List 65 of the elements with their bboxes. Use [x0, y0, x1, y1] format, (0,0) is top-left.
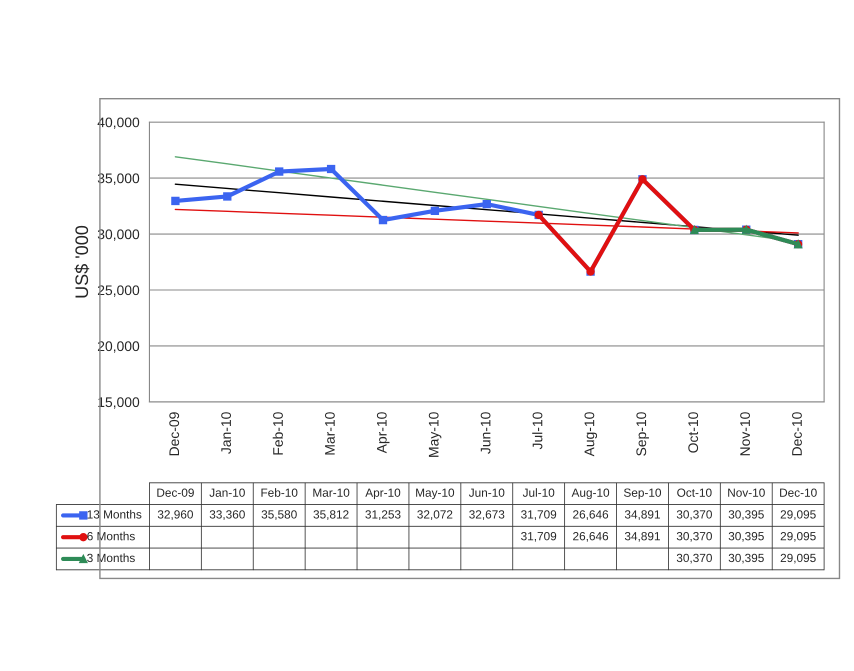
data-label: 29,095	[780, 532, 816, 542]
data-label: 33,360	[210, 510, 245, 520]
x-tick-label: May-10	[428, 412, 442, 457]
data-label: 26,646	[573, 510, 608, 520]
category-label: Oct-10	[677, 488, 712, 497]
y-tick-label: 20,000	[98, 341, 140, 353]
category-label: Jan-10	[209, 488, 245, 497]
data-label: 30,395	[728, 510, 764, 520]
category-label: Nov-10	[728, 488, 765, 497]
data-label: 29,095	[780, 554, 816, 564]
data-label: 35,580	[262, 510, 297, 520]
point	[171, 196, 180, 206]
x-tick-label: Jul-10	[532, 412, 542, 450]
x-tick-label: Feb-10	[272, 412, 283, 455]
data-label: 35,812	[313, 510, 349, 520]
category-label: Dec-10	[780, 488, 817, 497]
x-tick-label: Jun-10	[480, 412, 491, 454]
point	[378, 216, 388, 224]
data-label: 34,891	[624, 532, 660, 542]
y-axis-title: US$ '000	[74, 226, 90, 298]
x-tick-label: Jan-10	[221, 412, 232, 454]
y-tick-label: 25,000	[98, 285, 140, 297]
point	[482, 200, 491, 208]
data-label: 32,960	[158, 510, 193, 520]
data-label: 31,709	[521, 510, 556, 520]
category-label: Mar-10	[313, 488, 350, 497]
category-label: May-10	[416, 488, 454, 500]
data-label: 30,370	[676, 532, 712, 542]
data-label: 29,095	[780, 510, 816, 520]
data-label: 30,395	[728, 532, 764, 542]
y-tick-label: 35,000	[98, 173, 140, 185]
category-label: Feb-10	[261, 488, 298, 497]
x-tick-label: Sep-10	[636, 412, 649, 456]
x-tick-label: Aug-10	[584, 412, 598, 456]
y-tick-label: 30,000	[98, 229, 140, 241]
category-label: Jun-10	[468, 488, 504, 497]
point	[223, 192, 232, 201]
data-label: 30,395	[728, 554, 764, 564]
data-label: 31,709	[521, 532, 556, 542]
x-tick-label: Oct-10	[688, 412, 698, 453]
x-tick-label: Dec-09	[169, 412, 180, 456]
point	[326, 164, 336, 174]
x-tick-label: Dec-10	[792, 412, 802, 456]
x-tick-label: Mar-10	[324, 412, 335, 454]
data-label: 26,646	[573, 532, 608, 542]
y-tick-label: 40,000	[98, 117, 140, 129]
category-label: Jul-10	[522, 488, 554, 497]
category-label: Aug-10	[572, 488, 610, 500]
legend-label: 6 Months	[87, 532, 135, 540]
point	[275, 167, 284, 176]
data-label: 30,370	[676, 554, 712, 564]
data-label: 32,673	[469, 510, 504, 520]
y-tick-label: 15,000	[98, 397, 140, 409]
point	[430, 206, 440, 216]
data-label: 32,072	[417, 510, 452, 520]
data-label: 34,891	[624, 510, 660, 520]
legend-label: 13 Months	[88, 510, 142, 519]
data-label: 31,253	[365, 510, 401, 520]
category-label: Dec-09	[157, 488, 194, 497]
x-tick-label: Apr-10	[376, 412, 390, 454]
category-label: Sep-10	[624, 488, 662, 500]
data-label: 30,370	[676, 510, 712, 520]
legend-label: 3 Months	[87, 553, 135, 562]
x-tick-label: Nov-10	[740, 412, 750, 456]
category-label: Apr-10	[365, 488, 400, 500]
